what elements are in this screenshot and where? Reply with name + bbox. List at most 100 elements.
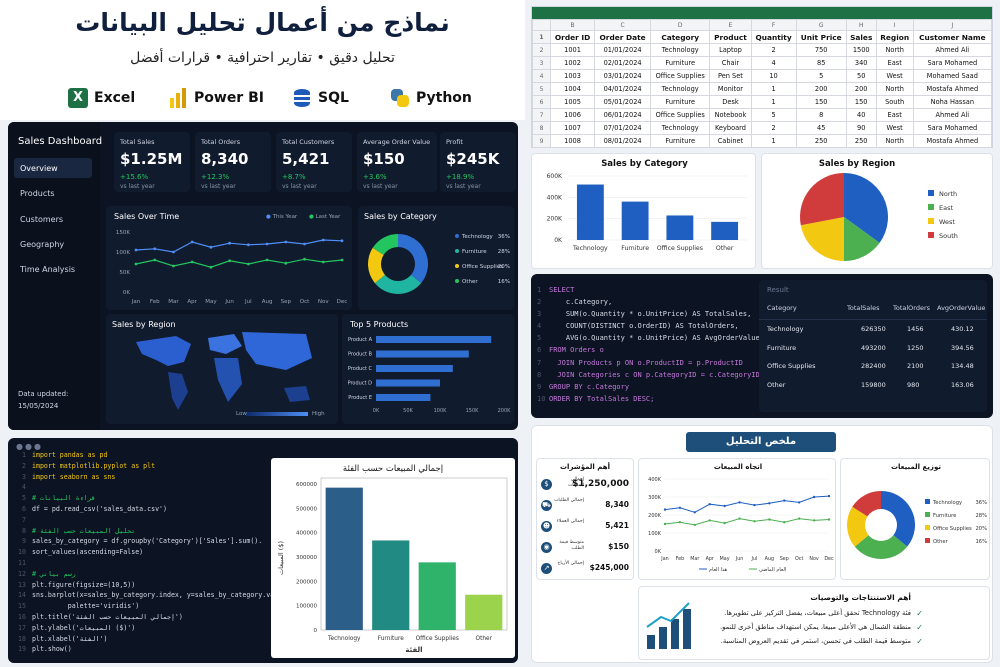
legend-swatch: [928, 190, 934, 196]
pie-slice: [844, 217, 880, 261]
line-number: 9: [537, 382, 542, 391]
category-label: Technology: [572, 245, 608, 252]
code-line: 10 sort_values(ascending=False): [12, 547, 294, 558]
donut-hole: [865, 509, 897, 541]
table-cell: Ahmed Ali: [912, 43, 993, 57]
tick-label: Sep: [780, 556, 789, 562]
result-cell: 493200: [861, 343, 886, 352]
table-row: 4 1003 03/01/2024 Office Supplies Pen Set 10 5…: [532, 69, 993, 83]
line-number: 8: [537, 370, 542, 379]
tool-sql: SQL: [292, 86, 349, 110]
legend-label: Office Supplies: [933, 526, 972, 532]
code-text: plt.show(): [32, 645, 72, 654]
tool-label: Power BI: [194, 90, 264, 106]
tick-label: 100K: [116, 250, 130, 256]
row-number: 2: [532, 43, 551, 57]
code-text: c.Category,: [549, 298, 613, 307]
tick-label: 300K: [648, 495, 662, 501]
data-point: [693, 511, 697, 514]
tool-label: Python: [416, 90, 472, 106]
code-line: 17 plt.ylabel('المبيعات ($)'): [12, 623, 294, 634]
nav-products[interactable]: Products: [20, 189, 55, 198]
kpi-change: +3.6%: [363, 173, 387, 181]
tick-label: 0K: [373, 408, 380, 414]
code-line: 10 ORDER BY TotalSales DESC;: [537, 393, 760, 405]
region-pie-chart: North East West South: [800, 173, 958, 261]
chart-title: توزيع المبيعات: [891, 463, 941, 471]
line-number: 1: [537, 286, 542, 294]
kpi-value: $1.25M: [120, 150, 183, 168]
data-point: [753, 520, 756, 523]
powerbi-icon: [168, 88, 188, 108]
tick-label: May: [720, 556, 730, 562]
legend-label: Technology: [461, 234, 494, 240]
table-cell: 1005: [549, 95, 596, 109]
table-cell: Furniture: [650, 134, 711, 148]
code-line: 7 JOIN Products p ON o.ProductID = p.Pro…: [537, 357, 760, 369]
tick-label: Jul: [244, 299, 252, 305]
code-line: 16 plt.title('إجمالي المبيعات حسب الفئة'): [12, 612, 294, 623]
table-row: 9 1008 08/01/2024 Furniture Cabinet 1 250 250 No…: [532, 134, 993, 148]
tick-label: Dec: [824, 556, 834, 562]
kpi-card: Total Customers 5,421 +8.7% vs last year: [276, 132, 352, 192]
table-cell: Monitor: [709, 82, 752, 96]
kpi-value: $1,250,000: [572, 479, 629, 489]
table-cell: 10: [750, 69, 797, 83]
legend-label: Furniture: [462, 249, 487, 255]
nav-time-analysis[interactable]: Time Analysis: [20, 265, 76, 274]
column-header: Product: [709, 30, 752, 44]
pie-slice: [800, 173, 844, 226]
nav-overview[interactable]: Overview: [14, 158, 92, 178]
legend-swatch: [455, 249, 459, 253]
table-cell: 04/01/2024: [594, 82, 652, 96]
code-line: 9 GROUP BY c.Category: [537, 381, 760, 393]
column-letter: I: [875, 19, 914, 31]
table-cell: 1: [750, 82, 797, 96]
data-point: [284, 240, 288, 244]
table-cell: 01/01/2024: [594, 43, 652, 57]
row-number: 7: [532, 108, 551, 122]
table-cell: Chair: [709, 56, 752, 70]
legend-label: Office Supplies: [462, 264, 503, 270]
top-products-panel: Top 5 Products Product A Product B Product…: [342, 314, 514, 424]
bar-label: Product B: [348, 352, 373, 358]
bar: [711, 221, 739, 240]
table-cell: 1: [750, 95, 797, 109]
tick-label: Sep: [281, 299, 292, 305]
updated-label: Data updated:: [18, 390, 69, 398]
dashboard-sidebar: Sales Dashboard Overview Products Custom…: [8, 122, 102, 430]
table-cell: 340: [845, 56, 877, 70]
code-text: import matplotlib.pyplot as plt: [32, 461, 156, 470]
code-text: sns.barplot(x=sales_by_category.index, y…: [32, 591, 295, 600]
table-row: 8 1007 07/01/2024 Technology Keyboard 2 45 90 We…: [532, 121, 993, 135]
excel-ribbon: [532, 7, 992, 19]
table-cell: Furniture: [650, 56, 711, 70]
result-table: Category TotalSales TotalOrders AvgOrderVal…: [759, 300, 987, 394]
legend-text: This Year: [272, 214, 298, 220]
code-text: sort_values(ascending=False): [32, 548, 144, 557]
table-cell: 150: [845, 95, 877, 109]
table-cell: 2: [750, 121, 797, 135]
legend-value: 16%: [498, 279, 510, 285]
line-number: 2: [537, 298, 542, 307]
kpi-note: vs last year: [446, 183, 481, 190]
result-cell: 430.12: [951, 325, 974, 333]
code-text: plt.ylabel('المبيعات ($)'): [32, 623, 136, 632]
tick-label: Apr: [187, 299, 197, 305]
table-cell: 06/01/2024: [594, 108, 652, 122]
column-letter: B: [549, 19, 596, 31]
nav-geography[interactable]: Geography: [20, 240, 65, 249]
line-number: 1: [22, 451, 26, 459]
data-point: [678, 506, 682, 509]
summary-panel: ملخص التحليل أهم المؤشرات $ إجمالي المبيع…: [531, 425, 993, 663]
line-number: 9: [22, 537, 26, 546]
table-cell: East: [875, 56, 914, 70]
tick-label: Jun: [224, 299, 234, 305]
code-text: # تحليل المبيعات حسب الفئة: [32, 526, 136, 535]
nav-customers[interactable]: Customers: [20, 215, 64, 224]
table-cell: 1001: [549, 43, 596, 57]
column-header: Customer Name: [912, 30, 993, 44]
result-header: Category TotalSales TotalOrders AvgOrderVal…: [759, 300, 987, 320]
table-cell: 05/01/2024: [594, 95, 652, 109]
